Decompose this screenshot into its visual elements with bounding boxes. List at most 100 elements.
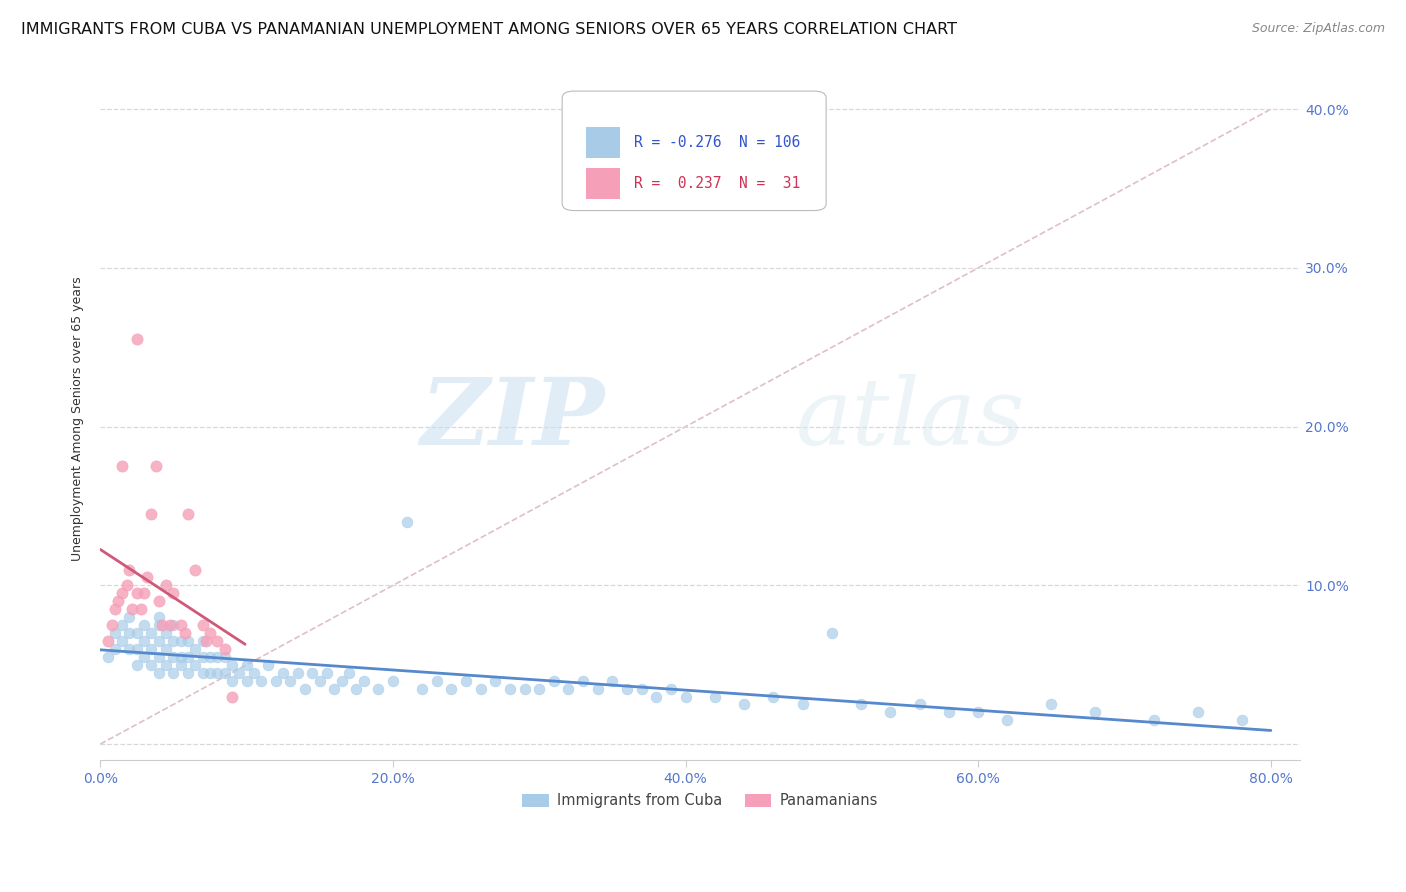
Point (1143, 714, 1166, 728)
Point (527, 681, 550, 696)
Point (198, 665, 221, 680)
Point (162, 618, 184, 632)
Point (1084, 706, 1107, 720)
Point (148, 634, 170, 648)
Point (235, 657, 257, 672)
Point (997, 714, 1019, 728)
Point (104, 626, 127, 640)
Point (132, 649, 155, 664)
Point (125, 626, 148, 640)
Text: atlas: atlas (796, 374, 1025, 464)
Point (250, 673, 273, 688)
Point (155, 578, 177, 592)
Point (337, 665, 360, 680)
Point (572, 673, 595, 688)
Point (96, 634, 118, 648)
Point (170, 657, 193, 672)
Point (121, 602, 143, 616)
Point (177, 507, 200, 521)
Point (132, 618, 155, 632)
Y-axis label: Unemployment Among Seniors over 65 years: Unemployment Among Seniors over 65 years (72, 277, 84, 561)
Point (150, 618, 173, 632)
Point (111, 634, 134, 648)
Point (762, 690, 785, 704)
Point (1187, 706, 1209, 720)
Point (1040, 698, 1063, 712)
Point (308, 673, 330, 688)
Point (129, 602, 152, 616)
Point (426, 673, 449, 688)
Point (323, 681, 346, 696)
Point (207, 649, 229, 664)
Point (191, 618, 214, 632)
Point (118, 641, 141, 656)
Point (440, 681, 463, 696)
Point (602, 673, 624, 688)
Point (207, 634, 229, 648)
Point (703, 690, 725, 704)
Point (118, 610, 141, 624)
Point (148, 594, 170, 608)
Point (198, 649, 221, 664)
Point (353, 673, 375, 688)
Point (271, 665, 294, 680)
Point (557, 681, 579, 696)
Point (586, 681, 609, 696)
Point (243, 665, 266, 680)
Point (107, 594, 129, 608)
Point (125, 641, 148, 656)
Point (207, 665, 229, 680)
Point (675, 690, 697, 704)
Point (294, 681, 316, 696)
Point (162, 649, 184, 664)
Point (148, 665, 170, 680)
Point (111, 586, 134, 600)
Point (125, 657, 148, 672)
Point (132, 634, 155, 648)
FancyBboxPatch shape (586, 168, 620, 199)
Point (145, 459, 167, 474)
Point (125, 332, 148, 346)
Point (280, 673, 302, 688)
Point (543, 673, 565, 688)
Point (191, 665, 214, 680)
Point (221, 673, 243, 688)
Point (177, 634, 200, 648)
Point (141, 641, 163, 656)
Point (967, 706, 990, 720)
Point (118, 626, 141, 640)
Point (367, 681, 389, 696)
Point (170, 618, 193, 632)
Text: R =  0.237  N =  31: R = 0.237 N = 31 (634, 176, 800, 191)
Point (194, 634, 217, 648)
Point (159, 618, 181, 632)
Point (170, 649, 193, 664)
Point (184, 657, 207, 672)
Point (148, 618, 170, 632)
Point (174, 626, 197, 640)
Point (630, 681, 652, 696)
Point (101, 618, 124, 632)
Point (125, 586, 148, 600)
Point (821, 626, 844, 640)
Point (938, 706, 960, 720)
Point (214, 641, 236, 656)
Point (115, 578, 138, 592)
Point (155, 641, 177, 656)
Point (1230, 714, 1253, 728)
Legend: Immigrants from Cuba, Panamanians: Immigrants from Cuba, Panamanians (516, 788, 884, 814)
Point (141, 626, 163, 640)
Point (148, 610, 170, 624)
Point (264, 673, 287, 688)
Point (301, 665, 323, 680)
Point (177, 665, 200, 680)
Text: ZIP: ZIP (420, 374, 605, 464)
Point (177, 649, 200, 664)
Point (104, 641, 127, 656)
Point (96, 649, 118, 664)
Point (381, 673, 404, 688)
Point (616, 681, 638, 696)
Point (184, 641, 207, 656)
Text: IMMIGRANTS FROM CUBA VS PANAMANIAN UNEMPLOYMENT AMONG SENIORS OVER 65 YEARS CORR: IMMIGRANTS FROM CUBA VS PANAMANIAN UNEMP… (21, 22, 957, 37)
Point (228, 665, 250, 680)
